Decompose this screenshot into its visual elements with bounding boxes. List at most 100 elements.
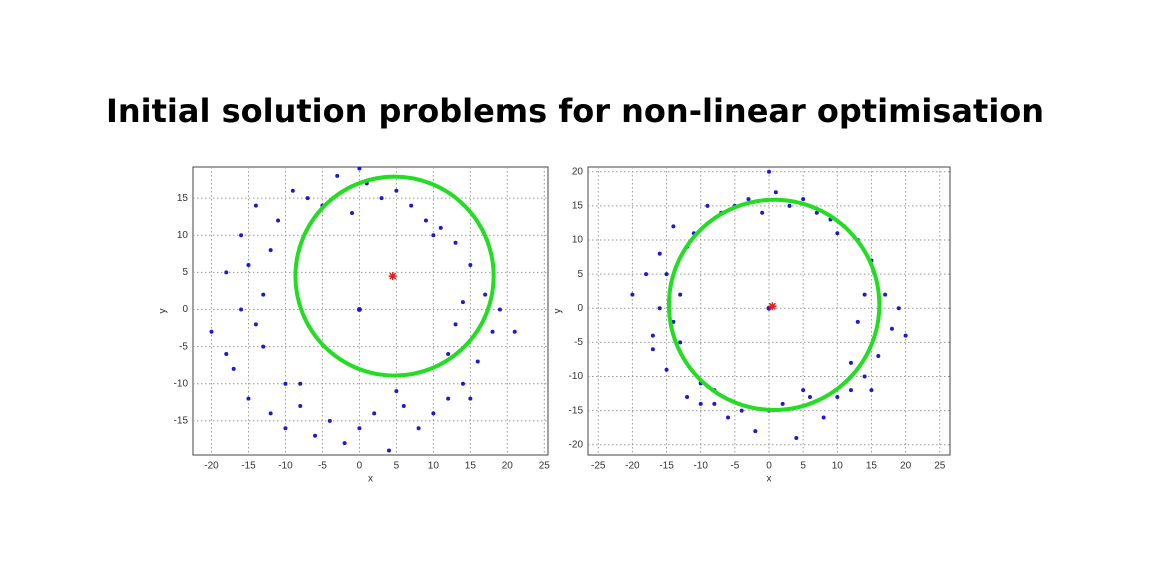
y-tick-label: 0 [182, 304, 188, 315]
x-tick-label: -5 [730, 461, 739, 472]
point [807, 394, 812, 399]
point [283, 381, 288, 386]
point [460, 381, 465, 386]
point [773, 190, 778, 195]
point [787, 203, 792, 208]
estimate-marker [388, 272, 397, 281]
x-tick-label: -5 [318, 461, 327, 472]
point [814, 210, 819, 215]
x-tick-label: 0 [357, 461, 363, 472]
point [801, 388, 806, 393]
point [650, 333, 655, 338]
point [431, 411, 436, 416]
point [848, 360, 853, 365]
y-axis-label: y [555, 309, 564, 314]
point [698, 401, 703, 406]
point [705, 203, 710, 208]
point [342, 441, 347, 446]
x-tick-label: -10 [693, 461, 708, 472]
point [671, 224, 676, 229]
point [753, 429, 758, 434]
point [468, 262, 473, 267]
point [239, 233, 244, 238]
point [446, 352, 451, 357]
y-tick-label: 0 [577, 303, 583, 314]
point [739, 408, 744, 413]
x-tick-label: 5 [800, 461, 806, 472]
point [678, 340, 683, 345]
point [678, 292, 683, 297]
x-tick-label: -25 [591, 461, 606, 472]
fit-circle [293, 174, 496, 378]
point [253, 322, 258, 327]
point [726, 415, 731, 420]
point [416, 426, 421, 431]
x-tick-label: 0 [766, 461, 772, 472]
point [268, 411, 273, 416]
y-tick-label: -10 [174, 378, 189, 389]
point [394, 188, 399, 193]
point [896, 306, 901, 311]
point [855, 319, 860, 324]
point [290, 188, 295, 193]
point [664, 272, 669, 277]
point [313, 433, 318, 438]
origin-point [766, 305, 772, 311]
point [261, 292, 266, 297]
point [239, 307, 244, 312]
point [630, 292, 635, 297]
x-tick-label: 25 [539, 461, 551, 472]
point [657, 251, 662, 256]
slide-title: Initial solution problems for non-linear… [105, 92, 1045, 130]
point [497, 307, 502, 312]
point [401, 404, 406, 409]
point [379, 196, 384, 201]
point [357, 426, 362, 431]
point [327, 418, 332, 423]
x-tick-label: 5 [394, 461, 400, 472]
y-tick-label: -15 [174, 415, 189, 426]
point [903, 333, 908, 338]
point [483, 292, 488, 297]
point [664, 367, 669, 372]
point [453, 240, 458, 245]
x-tick-label: -20 [204, 461, 219, 472]
x-axis-label: x [767, 474, 772, 485]
point [794, 435, 799, 440]
point [862, 374, 867, 379]
point [889, 326, 894, 331]
point [357, 166, 362, 171]
point [780, 401, 785, 406]
x-tick-label: 15 [465, 461, 477, 472]
point [335, 173, 340, 178]
point [876, 354, 881, 359]
y-tick-label: 5 [577, 269, 583, 280]
origin-point [356, 307, 362, 313]
point [298, 381, 303, 386]
y-tick-label: 10 [572, 235, 584, 246]
y-tick-label: -5 [179, 341, 188, 352]
point [446, 396, 451, 401]
point [760, 210, 765, 215]
y-tick-label: 5 [182, 267, 188, 278]
fit-circle [666, 197, 882, 412]
point [394, 389, 399, 394]
point [767, 169, 771, 174]
point [209, 329, 214, 334]
point [268, 248, 273, 253]
y-axis-label: y [158, 309, 169, 314]
point [231, 366, 236, 371]
point [650, 347, 655, 352]
point [386, 448, 391, 453]
x-tick-label: 10 [832, 461, 844, 472]
point [685, 394, 690, 399]
y-tick-label: -15 [569, 405, 584, 416]
point [657, 306, 662, 311]
x-tick-label: 15 [866, 461, 878, 472]
point [253, 203, 258, 208]
x-tick-label: 10 [428, 461, 440, 472]
point [468, 396, 473, 401]
point [453, 322, 458, 327]
point [261, 344, 266, 349]
point [712, 401, 717, 406]
